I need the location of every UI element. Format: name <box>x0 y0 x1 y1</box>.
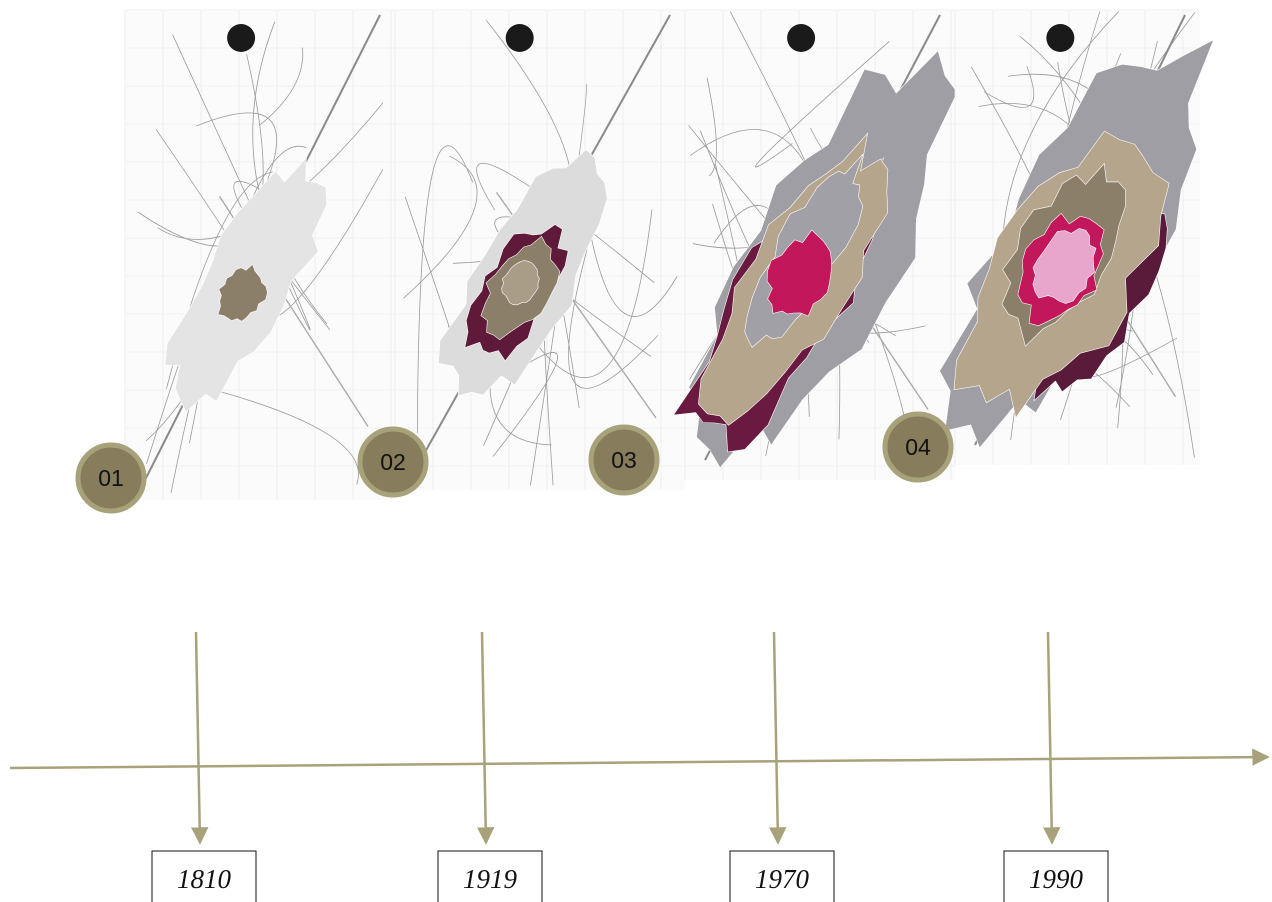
urban-area <box>217 263 268 322</box>
stage-badge <box>588 424 660 496</box>
north-icon <box>505 24 534 52</box>
year-pointer <box>190 631 209 845</box>
stage-badge <box>357 426 429 498</box>
year-label: 1990 <box>1029 864 1084 894</box>
map-road <box>259 47 304 126</box>
north-icon <box>227 24 256 52</box>
stage-label: 01 <box>98 465 124 491</box>
map-road <box>706 77 717 177</box>
map-panel <box>672 9 958 480</box>
year-pointer <box>768 631 787 845</box>
map-panel <box>124 9 395 500</box>
map-panel <box>394 9 685 490</box>
map-road <box>197 385 359 485</box>
map-road <box>172 34 311 331</box>
stage-badge <box>75 442 147 514</box>
timeline-axis <box>9 748 1270 770</box>
north-icon <box>1046 24 1075 52</box>
year-box <box>151 850 257 902</box>
map-road <box>252 21 328 324</box>
year-box <box>437 850 543 902</box>
year-pointer <box>1042 631 1061 845</box>
year-label: 1919 <box>463 864 518 894</box>
map-road <box>492 352 558 457</box>
urban-area <box>501 260 540 306</box>
timeline: 01 1810 02 1919 03 1970 04 1990 <box>75 411 1109 902</box>
map-road <box>983 66 1035 108</box>
urban-area <box>1032 228 1097 304</box>
stage-badge <box>882 411 954 483</box>
map-road <box>416 145 474 433</box>
north-icon <box>787 24 816 52</box>
urban-area <box>766 229 832 317</box>
map-road <box>539 209 653 378</box>
year-label: 1970 <box>755 864 810 894</box>
map-road <box>583 197 678 317</box>
year-label: 1810 <box>177 864 232 894</box>
year-box <box>1003 850 1109 902</box>
map-road <box>476 162 655 284</box>
map-road <box>403 155 478 299</box>
maps <box>124 9 1215 500</box>
map-road <box>755 41 890 168</box>
year-pointer <box>476 631 495 845</box>
stage-label: 02 <box>380 449 406 475</box>
stage-label: 03 <box>611 447 637 473</box>
map-panel <box>939 9 1215 465</box>
stage-label: 04 <box>905 434 931 460</box>
year-box <box>729 850 835 902</box>
